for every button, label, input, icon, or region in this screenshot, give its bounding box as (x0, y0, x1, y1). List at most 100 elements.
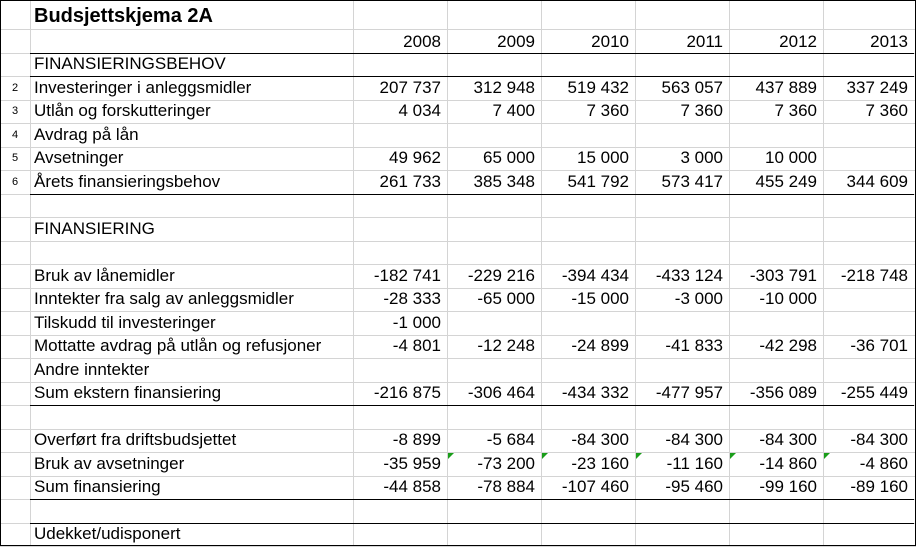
value-cell[interactable] (823, 123, 908, 146)
row-label-cell[interactable]: Tilskudd til investeringer (34, 313, 216, 332)
value-cell[interactable] (541, 405, 629, 428)
value-cell[interactable]: -65 000 (477, 289, 535, 308)
value-cell[interactable] (353, 405, 441, 428)
value-cell[interactable] (541, 217, 629, 240)
value-cell[interactable] (729, 522, 817, 545)
value-cell[interactable]: -477 957 (655, 383, 723, 402)
value-cell[interactable]: -14 860 (759, 454, 817, 473)
value-cell[interactable]: 261 733 (379, 172, 441, 191)
row-label-cell[interactable]: Mottatte avdrag på utlån og refusjoner (34, 336, 322, 355)
value-cell[interactable]: -255 449 (840, 383, 908, 402)
value-cell[interactable]: -356 089 (749, 383, 817, 402)
value-cell[interactable]: -3 000 (674, 289, 723, 308)
value-cell[interactable] (823, 405, 908, 428)
value-cell[interactable]: -434 332 (561, 383, 629, 402)
value-cell[interactable]: -41 833 (665, 336, 723, 355)
value-cell[interactable] (353, 123, 441, 146)
year-header-cell[interactable]: 2009 (497, 32, 535, 51)
value-cell[interactable] (729, 358, 817, 381)
value-cell[interactable]: -229 216 (467, 266, 535, 285)
value-cell[interactable]: -36 701 (850, 336, 908, 355)
year-header-cell[interactable]: 2011 (686, 32, 723, 51)
value-cell[interactable]: 4 034 (398, 101, 441, 120)
value-cell[interactable]: -78 884 (477, 477, 535, 496)
value-cell[interactable] (541, 358, 629, 381)
value-cell[interactable] (635, 405, 723, 428)
value-cell[interactable]: -84 300 (850, 430, 908, 449)
value-cell[interactable]: -433 124 (655, 266, 723, 285)
value-cell[interactable]: 337 249 (846, 78, 908, 97)
value-cell[interactable] (447, 123, 535, 146)
value-cell[interactable]: -218 748 (840, 266, 908, 285)
row-label-cell[interactable]: Overført fra driftsbudsjettet (34, 430, 237, 449)
value-cell[interactable] (729, 311, 817, 334)
value-cell[interactable]: -394 434 (561, 266, 629, 285)
value-cell[interactable]: -84 300 (665, 430, 723, 449)
value-cell[interactable] (729, 217, 817, 240)
value-cell[interactable]: 49 962 (389, 148, 441, 167)
value-cell[interactable]: 455 249 (755, 172, 817, 191)
value-cell[interactable] (447, 52, 535, 75)
value-cell[interactable] (635, 217, 723, 240)
value-cell[interactable]: 563 057 (661, 78, 723, 97)
value-cell[interactable]: -182 741 (373, 266, 441, 285)
value-cell[interactable] (635, 499, 723, 522)
value-cell[interactable] (823, 52, 908, 75)
value-cell[interactable] (823, 240, 908, 263)
value-cell[interactable]: -107 460 (561, 477, 629, 496)
value-cell[interactable]: 7 360 (586, 101, 629, 120)
value-cell[interactable] (541, 499, 629, 522)
value-cell[interactable]: -99 160 (759, 477, 817, 496)
value-cell[interactable] (541, 123, 629, 146)
value-cell[interactable] (447, 311, 535, 334)
value-cell[interactable]: -44 858 (383, 477, 441, 496)
value-cell[interactable]: 312 948 (473, 78, 535, 97)
value-cell[interactable] (729, 123, 817, 146)
value-cell[interactable] (541, 240, 629, 263)
year-header-cell[interactable]: 2013 (870, 32, 908, 51)
year-header-cell[interactable]: 2012 (779, 32, 817, 51)
value-cell[interactable]: -28 333 (383, 289, 441, 308)
value-cell[interactable] (823, 146, 908, 169)
value-cell[interactable] (541, 193, 629, 216)
row-label-cell[interactable]: Sum finansiering (34, 477, 161, 496)
row-label-cell[interactable]: Inntekter fra salg av anleggsmidler (34, 289, 294, 308)
value-cell[interactable] (447, 193, 535, 216)
value-cell[interactable]: 10 000 (765, 148, 817, 167)
value-cell[interactable] (729, 52, 817, 75)
value-cell[interactable]: -216 875 (373, 383, 441, 402)
value-cell[interactable]: 573 417 (661, 172, 723, 191)
row-label-cell[interactable]: Utlån og forskutteringer (34, 101, 211, 120)
value-cell[interactable]: 385 348 (473, 172, 535, 191)
value-cell[interactable]: 7 360 (865, 101, 908, 120)
value-cell[interactable] (353, 240, 441, 263)
row-label-cell[interactable]: Avsetninger (34, 148, 124, 167)
row-label-cell[interactable]: Årets finansieringsbehov (34, 172, 221, 191)
row-label-cell[interactable]: FINANSIERINGSBEHOV (34, 54, 226, 73)
value-cell[interactable]: -95 460 (665, 477, 723, 496)
value-cell[interactable] (447, 217, 535, 240)
value-cell[interactable] (823, 311, 908, 334)
value-cell[interactable]: -11 160 (666, 454, 723, 473)
value-cell[interactable]: -84 300 (571, 430, 629, 449)
value-cell[interactable] (447, 499, 535, 522)
row-label-cell[interactable]: Bruk av lånemidler (34, 266, 175, 285)
value-cell[interactable] (447, 358, 535, 381)
row-label-cell[interactable]: Investeringer i anleggsmidler (34, 78, 252, 97)
value-cell[interactable]: -5 684 (486, 430, 535, 449)
value-cell[interactable] (541, 522, 629, 545)
value-cell[interactable] (635, 123, 723, 146)
value-cell[interactable] (353, 193, 441, 216)
value-cell[interactable] (541, 311, 629, 334)
value-cell[interactable] (635, 522, 723, 545)
value-cell[interactable]: -4 801 (392, 336, 441, 355)
value-cell[interactable]: 3 000 (680, 148, 723, 167)
value-cell[interactable]: -10 000 (759, 289, 817, 308)
value-cell[interactable]: 15 000 (577, 148, 629, 167)
value-cell[interactable]: -8 899 (392, 430, 441, 449)
value-cell[interactable] (729, 193, 817, 216)
value-cell[interactable]: -303 791 (749, 266, 817, 285)
value-cell[interactable]: -12 248 (477, 336, 535, 355)
value-cell[interactable]: -306 464 (467, 383, 535, 402)
value-cell[interactable] (729, 240, 817, 263)
